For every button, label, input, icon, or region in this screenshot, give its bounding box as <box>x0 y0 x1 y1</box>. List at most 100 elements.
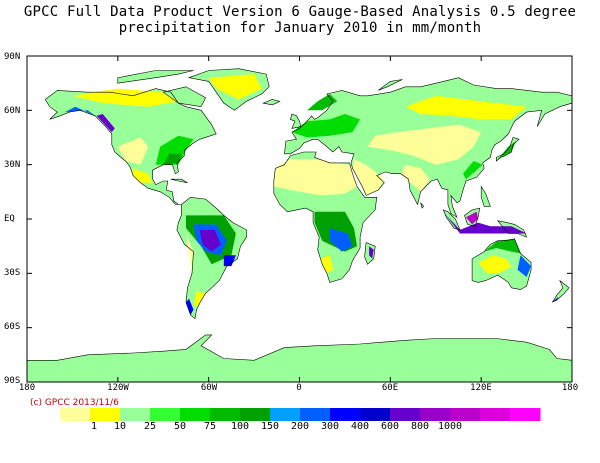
land-antarctica <box>27 334 572 382</box>
land-britain <box>290 114 301 129</box>
legend-label: 600 <box>380 421 400 432</box>
lon-label-180e: 180 <box>561 383 579 393</box>
land-iceland <box>263 99 280 105</box>
legend-swatch <box>210 408 241 421</box>
precip-zone-indonesia-purple <box>444 213 527 234</box>
precip-zone-madagascar-purple <box>369 246 374 259</box>
lon-label-60w: 60W <box>200 383 218 393</box>
legend-label: 10 <box>113 421 127 432</box>
precip-zone-scandinavia-green <box>307 94 338 111</box>
precip-zone-arctic-canada-yellow <box>72 88 179 107</box>
precip-zone-australia-inland-dry <box>478 255 512 274</box>
coastline-new-zealand <box>552 279 570 303</box>
precip-zone-patagonia-yellow <box>193 291 206 306</box>
coastline-britain <box>290 113 302 129</box>
precip-zone-se-usa-deep <box>163 153 182 165</box>
precip-zone-alaska-blue <box>64 106 96 116</box>
color-legend <box>60 408 541 421</box>
land-philippines <box>481 186 491 207</box>
precip-zone-e-usa-green <box>155 135 194 165</box>
coastlines <box>26 68 573 383</box>
legend-label: 1000 <box>437 421 463 432</box>
precip-zone-europe-green <box>291 114 361 138</box>
lat-label-90n: 90N <box>4 52 21 62</box>
precip-zone-chile-south-blue <box>186 298 194 315</box>
legend-swatch <box>120 408 151 421</box>
precip-zone-mexico-yellow <box>133 168 153 183</box>
legend-label: 25 <box>143 421 157 432</box>
precip-zone-n-australia-green <box>484 238 521 254</box>
lat-label-eq: EQ <box>4 214 15 224</box>
legend-swatch <box>420 408 451 421</box>
coastline-antarctica <box>26 334 573 383</box>
coastline-baffin <box>162 86 206 108</box>
legend-swatch <box>180 408 211 421</box>
precip-zone-se-brazil-blue <box>223 255 236 267</box>
legend-swatch <box>300 408 331 421</box>
legend-label: 1 <box>90 421 98 432</box>
precip-zone-greenland-yellow <box>208 74 262 100</box>
lat-label-60n: 60N <box>4 106 21 116</box>
coastline-japan <box>495 137 520 162</box>
precipitation-field <box>27 68 572 382</box>
precip-zone-nz-blue <box>552 296 559 303</box>
precip-zone-siberia-yellow <box>405 95 527 120</box>
legend-swatch <box>360 408 391 421</box>
precip-zone-arabia-dry <box>352 159 385 196</box>
coastline-indonesia-sumatra <box>442 209 461 231</box>
legend-label: 300 <box>320 421 340 432</box>
legend-swatch <box>270 408 301 421</box>
precip-zone-e-australia-blue <box>517 255 532 277</box>
coastline-svalbard-novaya <box>378 79 403 91</box>
legend-label: 200 <box>290 421 310 432</box>
chart-title-line1: GPCC Full Data Product Version 6 Gauge-B… <box>23 4 577 20</box>
lon-label-60e: 60E <box>381 383 399 393</box>
coastline-arctic-islands <box>117 70 194 84</box>
coastline-madagascar <box>364 242 376 265</box>
legend-swatch <box>240 408 271 421</box>
lat-label-60s: 60S <box>4 322 21 332</box>
legend-label: 100 <box>230 421 250 432</box>
precip-zone-india-dry <box>400 164 430 192</box>
lon-label-180w: 180 <box>18 383 36 393</box>
chart-title-line2: precipitation for January 2010 in mm/mon… <box>118 20 482 36</box>
coastline-europe-asia <box>284 77 573 218</box>
coastline-new-guinea <box>497 220 528 238</box>
precip-zone-andes-dry <box>186 233 194 274</box>
coastline-australia <box>471 238 532 290</box>
coastline-philippines <box>480 185 491 207</box>
axis-ticks <box>26 55 573 383</box>
legend-swatch <box>510 408 541 421</box>
precip-zone-central-asia-dry <box>367 124 482 165</box>
land-indonesia-sumatra <box>443 209 460 230</box>
legend-swatch <box>60 408 91 421</box>
coastline-iceland <box>262 99 281 106</box>
lon-label-0: 0 <box>296 383 302 393</box>
precip-zone-se-china-green <box>463 161 483 180</box>
land-arctic-islands <box>117 70 194 84</box>
precip-zone-sahara-dry <box>273 159 357 196</box>
precip-zone-borneo-magenta <box>466 211 479 225</box>
land-baffin <box>163 86 206 107</box>
coastline-cuba <box>170 178 188 184</box>
legend-label: 800 <box>410 421 430 432</box>
legend-swatch <box>390 408 421 421</box>
coastline-indonesia-borneo <box>464 207 481 227</box>
legend-label: 400 <box>350 421 370 432</box>
precip-zone-bc-coast-purple <box>96 114 115 133</box>
precip-zone-congo-blue <box>329 228 353 252</box>
coastline-north-america <box>44 88 217 205</box>
coastline-africa <box>273 151 378 283</box>
coastline-sri-lanka <box>420 202 424 209</box>
legend-swatch <box>330 408 361 421</box>
precip-zone-amazon-purple <box>199 229 221 252</box>
lon-label-120e: 120E <box>470 383 492 393</box>
legend-label: 150 <box>260 421 280 432</box>
lat-label-90s: 90S <box>4 376 21 386</box>
legend-swatch <box>480 408 511 421</box>
lat-label-30n: 30N <box>4 160 21 170</box>
coastline-south-america <box>176 196 247 320</box>
precip-zone-us-west-yellow <box>117 137 149 165</box>
precip-zone-southern-africa-dry <box>320 255 333 274</box>
